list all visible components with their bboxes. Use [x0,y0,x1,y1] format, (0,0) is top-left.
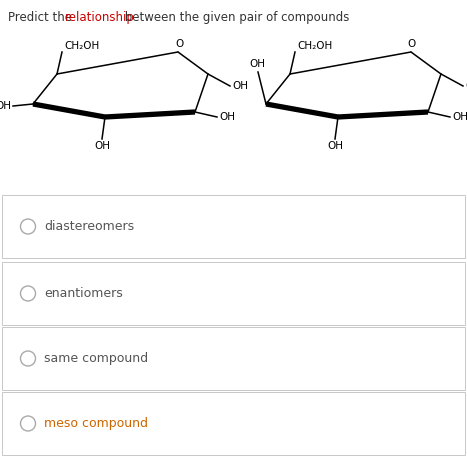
Text: relationship: relationship [64,11,134,24]
Text: enantiomers: enantiomers [44,287,123,300]
Text: between the given pair of compounds: between the given pair of compounds [121,11,350,24]
Text: CH₂OH: CH₂OH [64,41,99,51]
Text: OH: OH [94,141,110,151]
Text: O: O [175,39,183,49]
Text: O: O [408,39,416,49]
FancyBboxPatch shape [2,262,465,325]
Text: OH: OH [452,112,467,122]
Text: CH₂OH: CH₂OH [297,41,332,51]
Text: OH: OH [465,81,467,91]
Text: OH: OH [249,59,265,69]
Text: diastereomers: diastereomers [44,220,134,233]
FancyBboxPatch shape [2,195,465,258]
Text: meso compound: meso compound [44,417,148,430]
Text: OH: OH [0,101,11,111]
Text: same compound: same compound [44,352,148,365]
Text: OH: OH [327,141,343,151]
FancyBboxPatch shape [2,392,465,455]
Text: OH: OH [219,112,235,122]
Text: Predict the: Predict the [8,11,76,24]
FancyBboxPatch shape [2,327,465,390]
Text: OH: OH [232,81,248,91]
